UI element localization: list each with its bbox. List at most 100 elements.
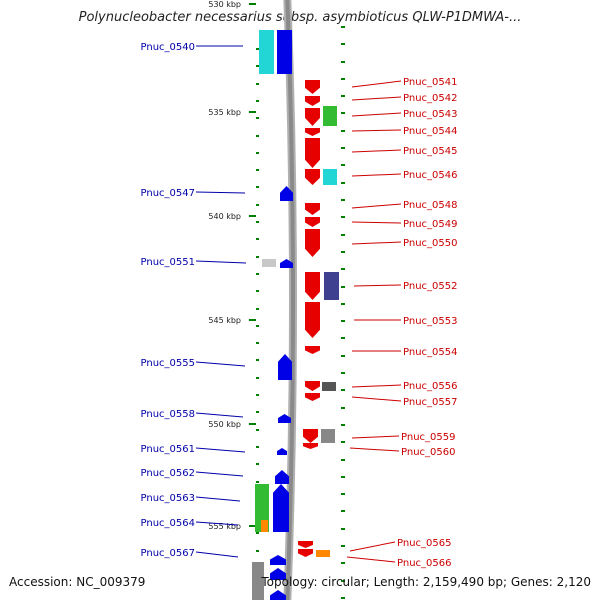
gene-label-pnuc_0546: Pnuc_0546 [403, 170, 457, 181]
gene-pnuc-0541 [305, 80, 320, 94]
accession-label: Accession: NC_009379 [9, 575, 146, 589]
track-tick-0 [256, 83, 259, 85]
genome-title: Polynucleobacter necessarius subsp. asym… [78, 10, 522, 25]
track-tick-0 [256, 359, 259, 361]
leader-line [351, 80, 402, 88]
track-tick-0 [256, 290, 259, 292]
leader-line [351, 203, 402, 209]
gene-label-pnuc_0542: Pnuc_0542 [403, 93, 457, 104]
track-tick-1 [341, 372, 345, 374]
track-tick-1 [341, 459, 345, 461]
gene-pnuc-0547 [280, 186, 293, 201]
track-tick-1 [341, 389, 345, 391]
gene-pnuc-0550 [305, 229, 320, 257]
gene-label-pnuc_0564: Pnuc_0564 [141, 518, 195, 529]
gene-pnuc-0544 [305, 128, 320, 136]
gene-pnuc-0560 [303, 443, 318, 449]
leader-line [195, 361, 246, 367]
leader-line [195, 447, 246, 453]
scale-label: 535 kbp [208, 108, 241, 117]
track-tick-1 [341, 510, 345, 512]
track-tick-0 [256, 65, 259, 67]
gene-pnuc-0567-b [270, 568, 286, 580]
track-tick-1 [341, 337, 345, 339]
track-tick-0 [256, 325, 259, 327]
track-tick-0 [256, 135, 259, 137]
gene-label-pnuc_0558: Pnuc_0558 [141, 409, 195, 420]
scale-tick [249, 525, 256, 527]
track-tick-1 [341, 234, 345, 236]
leader-line [195, 260, 247, 264]
backbone-line [285, 0, 295, 600]
track-tick-1 [341, 61, 345, 63]
gene-pnuc-0553 [305, 302, 320, 338]
track-tick-1 [341, 562, 345, 564]
gene-pnuc-0549 [305, 217, 320, 227]
gene-label-pnuc_0556: Pnuc_0556 [403, 381, 457, 392]
track-tick-1 [341, 320, 345, 322]
topology-label: Topology: circular; Length: 2,159,490 bp… [261, 575, 591, 589]
track-tick-0 [256, 550, 259, 552]
gene-label-pnuc_0560: Pnuc_0560 [401, 447, 455, 458]
gene-pnuc-0561 [277, 448, 287, 455]
track-tick-0 [256, 532, 259, 534]
track-tick-1 [341, 286, 345, 288]
gene-label-pnuc_0554: Pnuc_0554 [403, 347, 457, 358]
track-tick-0 [256, 48, 259, 50]
track-tick-0 [256, 446, 259, 448]
leader-line [351, 221, 402, 224]
leader-line [351, 384, 402, 388]
gene-pnuc-0542 [305, 96, 320, 106]
gene-pnuc-0563 [273, 484, 289, 532]
scale-label: 555 kbp [208, 522, 241, 531]
scale-tick [249, 3, 256, 5]
track-tick-0 [256, 342, 259, 344]
gene-label-pnuc_0562: Pnuc_0562 [141, 468, 195, 479]
track-tick-0 [256, 100, 259, 102]
track-tick-1 [341, 26, 345, 28]
gene-pnuc-0562 [275, 470, 289, 484]
scale-tick [249, 215, 256, 217]
track-tick-1 [341, 441, 345, 443]
leader-line [349, 447, 400, 452]
leader-line [351, 396, 402, 402]
track-tick-0 [256, 169, 259, 171]
track-tick-0 [256, 238, 259, 240]
leader-line [195, 496, 241, 502]
gene-label-pnuc_0548: Pnuc_0548 [403, 200, 457, 211]
track-tick-1 [341, 43, 345, 45]
gene-pnuc-0543-green [323, 106, 337, 126]
leader-line [195, 412, 244, 418]
gene-label-pnuc_0565: Pnuc_0565 [397, 538, 451, 549]
track-tick-1 [341, 424, 345, 426]
gene-pnuc-0559-grey [321, 429, 335, 443]
gene-label-pnuc_0557: Pnuc_0557 [403, 397, 457, 408]
gene-label-pnuc_0566: Pnuc_0566 [397, 558, 451, 569]
track-tick-0 [256, 308, 259, 310]
gene-pnuc-0548 [305, 203, 320, 215]
leader-line [351, 96, 402, 101]
leader-line [195, 521, 239, 526]
gene-label-pnuc_0540: Pnuc_0540 [141, 42, 195, 53]
track-tick-1 [341, 95, 345, 97]
gene-label-pnuc_0547: Pnuc_0547 [141, 188, 195, 199]
gene-pnuc-0567-a [270, 555, 286, 565]
track-tick-0 [256, 377, 259, 379]
track-tick-1 [341, 112, 345, 114]
scale-tick [249, 423, 256, 425]
track-tick-0 [256, 152, 259, 154]
gene-label-pnuc_0544: Pnuc_0544 [403, 126, 457, 137]
leader-line [349, 541, 396, 552]
track-tick-1 [341, 216, 345, 218]
leader-line [346, 556, 396, 563]
gene-pnuc-0552 [305, 272, 320, 300]
track-tick-1 [341, 407, 345, 409]
track-tick-1 [341, 268, 345, 270]
gene-label-pnuc_0545: Pnuc_0545 [403, 146, 457, 157]
track-tick-0 [256, 273, 259, 275]
gene-pnuc-0558 [278, 414, 291, 423]
gene-pnuc-0566-a [298, 549, 313, 557]
leader-line [351, 173, 402, 177]
gene-pnuc-0540-fwd [277, 30, 292, 74]
